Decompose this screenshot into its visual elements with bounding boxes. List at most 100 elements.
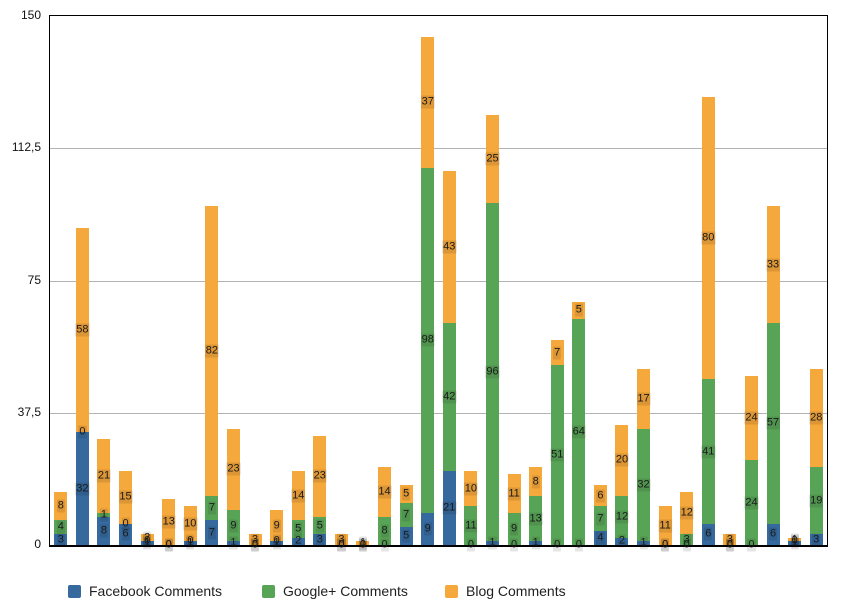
bar-value-label: 14 — [377, 485, 392, 499]
bar-value-label: 0 — [250, 538, 260, 552]
bar-value-label: 9 — [229, 519, 238, 533]
bar-segment — [421, 167, 435, 514]
bar-value-label: 0 — [553, 538, 562, 552]
bar-value-label: 12 — [614, 510, 630, 524]
bar-segment — [291, 470, 305, 521]
bar-value-label: 11 — [658, 519, 672, 533]
bar-segment — [507, 474, 521, 514]
bar-value-label: 4 — [596, 531, 605, 545]
bar-segment — [744, 460, 758, 545]
bar-value-label: 41 — [701, 445, 716, 459]
bar-value-label: 8 — [99, 524, 109, 538]
bar-value-label: 7 — [596, 512, 605, 526]
bar-segment — [205, 206, 219, 496]
bar-value-label: 9 — [509, 522, 519, 536]
bar-value-label: 21 — [442, 501, 457, 515]
bar-value-label: 6 — [121, 527, 130, 541]
bar-segment — [313, 534, 327, 545]
bar-value-label: 1 — [229, 536, 238, 550]
bar-value-label: 0 — [121, 517, 130, 531]
bar-value-label: 2 — [294, 534, 303, 548]
bar-segment — [442, 322, 456, 471]
legend-label-blog: Blog Comments — [466, 583, 566, 599]
bar-value-label: 11 — [507, 487, 521, 501]
bar-segment — [529, 467, 543, 496]
bar-segment — [442, 470, 456, 545]
bar-segment — [54, 534, 68, 545]
bar-segment — [399, 485, 413, 503]
bar-segment — [464, 470, 478, 507]
bar-segment — [744, 375, 758, 461]
bar-value-label: 6 — [768, 527, 778, 541]
bar-value-label: 5 — [402, 487, 411, 501]
bar-value-label: 2 — [617, 534, 627, 548]
bar-value-label: 7 — [402, 508, 411, 522]
bar-value-label: 21 — [96, 469, 112, 483]
bar-value-label: 3 — [725, 533, 734, 547]
bar-segment — [485, 202, 499, 542]
bar-value-label: 3 — [250, 533, 260, 547]
bar-segment — [658, 506, 672, 545]
bar-value-label: 0 — [380, 538, 389, 552]
gridline — [50, 412, 827, 414]
y-axis-tick-label: 112,5 — [11, 140, 41, 155]
bar-segment — [54, 492, 68, 521]
bar-value-label: 3 — [315, 533, 324, 547]
bar-value-label: 10 — [183, 517, 198, 531]
bar-value-label: 3 — [812, 533, 821, 547]
bar-value-label: 13 — [161, 515, 176, 529]
bar-segment — [766, 206, 780, 323]
bar-segment — [442, 171, 456, 323]
google-legend-swatch — [262, 584, 275, 598]
bar-segment — [75, 227, 89, 433]
bar-value-label: 80 — [701, 231, 716, 245]
bar-segment — [291, 520, 305, 538]
bar-segment — [119, 523, 133, 545]
bar-segment — [54, 520, 68, 535]
bar-segment — [356, 541, 370, 545]
bar-segment — [529, 541, 543, 545]
bar-segment — [593, 485, 607, 507]
bar-segment — [313, 435, 327, 517]
y-axis-tick-label: 37,5 — [17, 404, 41, 419]
bar-segment — [313, 516, 327, 535]
bar-value-label: 1 — [186, 536, 195, 550]
bar-segment — [464, 506, 478, 545]
bar-segment — [593, 530, 607, 545]
bar-value-label: 0 — [358, 538, 368, 552]
bar-value-label: 0 — [790, 534, 799, 548]
bar-segment — [226, 541, 240, 545]
bar-value-label: 14 — [291, 489, 306, 503]
bar-value-label: 0 — [466, 538, 475, 552]
bar-value-label: 57 — [765, 416, 781, 430]
bar-value-label: 2 — [143, 531, 152, 545]
bar-value-label: 37 — [420, 95, 435, 109]
bar-segment — [680, 492, 694, 535]
bar-segment — [334, 534, 348, 545]
legend: Facebook Comments Google+ Comments Blog … — [68, 582, 768, 600]
bar-segment — [162, 499, 176, 545]
bar-segment — [485, 114, 499, 203]
bar-segment — [766, 523, 780, 545]
bar-segment — [97, 513, 111, 517]
bar-segment — [788, 541, 802, 545]
bar-value-label: 0 — [337, 538, 346, 552]
bar-value-label: 5 — [402, 529, 411, 543]
bar-value-label: 0 — [358, 538, 368, 552]
bar-segment — [291, 537, 305, 545]
bar-value-label: 6 — [704, 527, 713, 541]
facebook-legend-swatch — [68, 584, 81, 598]
bar-value-label: 24 — [744, 411, 759, 425]
bar-segment — [615, 495, 629, 538]
bar-segment — [572, 319, 586, 545]
bar-value-label: 5 — [294, 522, 303, 536]
y-axis-tick-label: 75 — [27, 272, 41, 287]
bar-value-label: 0 — [164, 538, 173, 552]
bar-value-label: 11 — [464, 519, 478, 533]
bar-segment — [183, 541, 197, 545]
bar-segment — [421, 513, 435, 545]
bar-segment — [97, 516, 111, 545]
bar-value-label: 0 — [143, 534, 152, 548]
bar-value-label: 0 — [725, 538, 734, 552]
